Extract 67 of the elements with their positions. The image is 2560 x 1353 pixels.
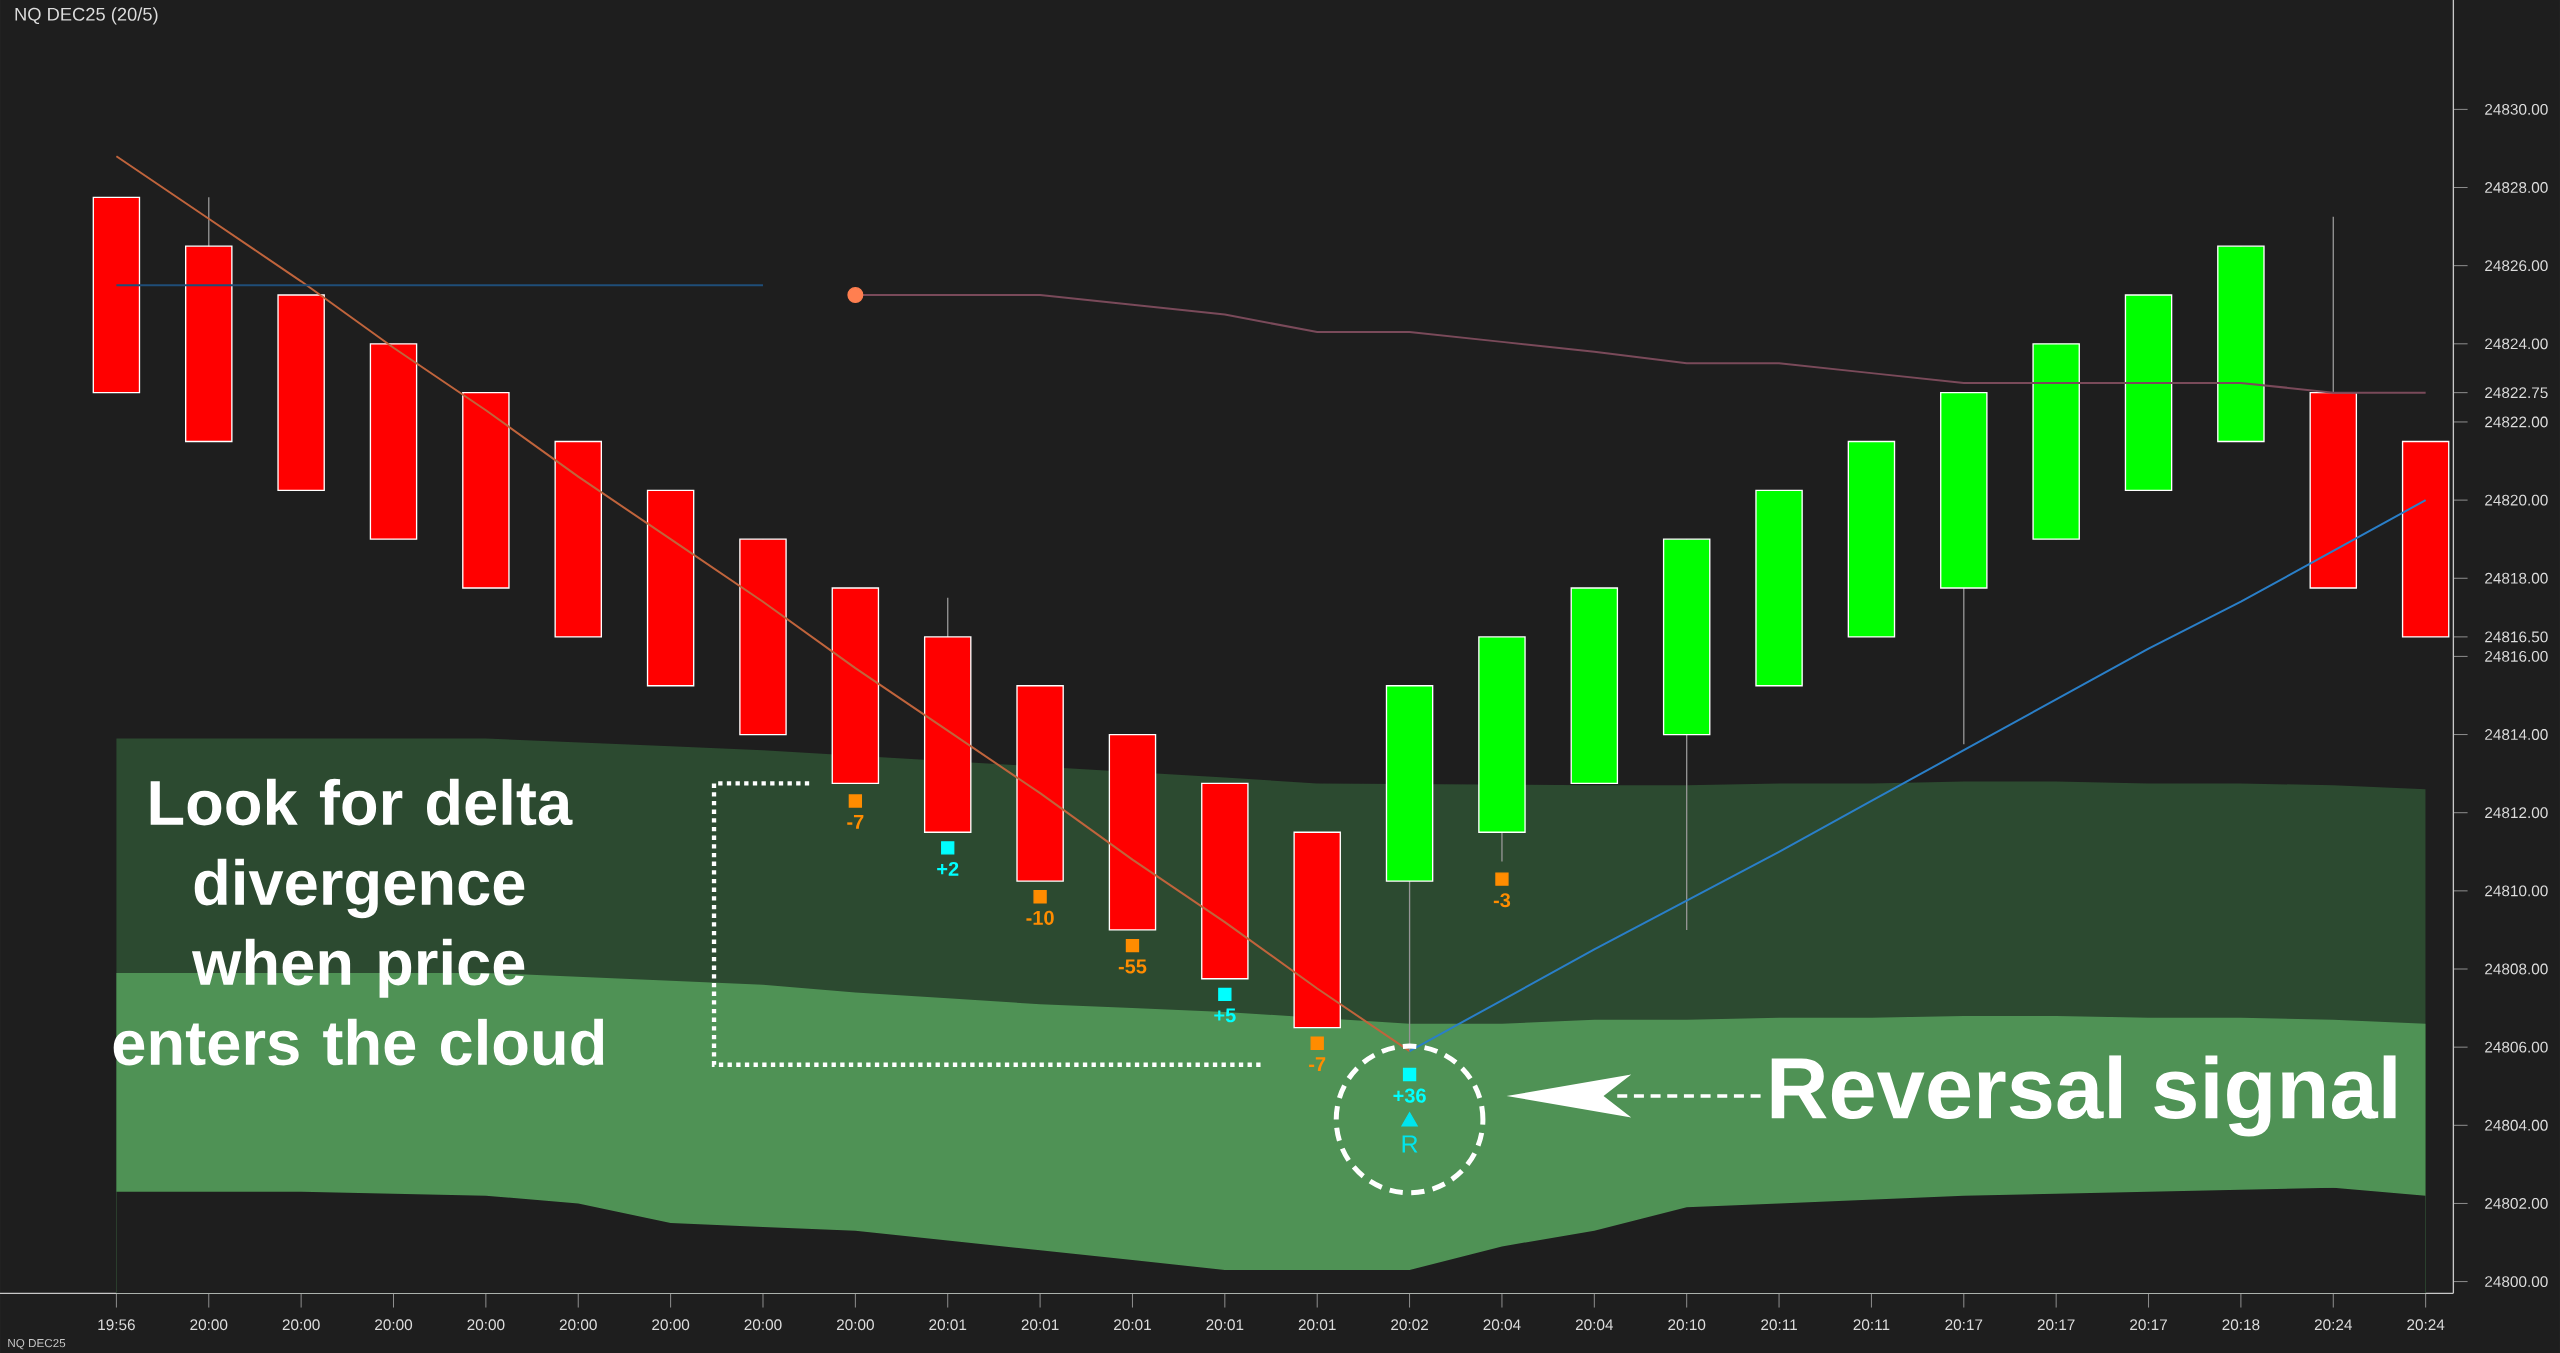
x-tick-label: 20:01 xyxy=(1021,1319,1059,1331)
x-tick-label: 20:24 xyxy=(2314,1319,2352,1331)
y-tick-label: 24806.00 xyxy=(2485,1041,2548,1053)
x-tick-label: 20:01 xyxy=(929,1319,967,1331)
y-tick-label: 24820.00 xyxy=(2485,494,2548,506)
annotation: -7 xyxy=(1309,1057,1326,1071)
y-tick-label: 24826.00 xyxy=(2485,260,2548,271)
x-tick-label: 20:00 xyxy=(559,1319,597,1331)
x-tick-label: 20:00 xyxy=(467,1319,505,1331)
point xyxy=(941,841,955,855)
text: NQ DEC25 xyxy=(8,1338,66,1350)
x-tick-label: 20:10 xyxy=(1668,1319,1706,1331)
y-tick-label: 24822.00 xyxy=(2485,416,2548,428)
point xyxy=(847,286,864,303)
x-tick-label: 20:11 xyxy=(1761,1319,1797,1331)
y-tick-label: 24816.00 xyxy=(2485,650,2548,662)
x-tick-label: 20:01 xyxy=(1114,1319,1151,1331)
point xyxy=(1125,938,1140,953)
y-tick-label: 24830.00 xyxy=(2485,103,2548,115)
point xyxy=(1333,1043,1486,1196)
point xyxy=(1495,872,1509,886)
x-tick-label: 20:11 xyxy=(1853,1319,1890,1331)
y-tick-label: 24816.50 xyxy=(2485,631,2548,643)
x-tick-label: 20:24 xyxy=(2407,1319,2445,1331)
y-tick-label: 24822.75 xyxy=(2485,387,2548,398)
x-tick-label: 20:17 xyxy=(2037,1319,2075,1331)
annotation: R xyxy=(1402,1135,1418,1153)
y-tick-label: 24812.00 xyxy=(2485,807,2548,818)
line-series xyxy=(1408,498,2427,1052)
x-tick-label: 20:01 xyxy=(1206,1319,1244,1331)
y-tick-label: 24802.00 xyxy=(2485,1197,2548,1209)
chart-title: NQ DEC25 (20/5) xyxy=(15,7,158,25)
x-tick-label: 20:00 xyxy=(744,1319,782,1331)
x-tick-label: 19:56 xyxy=(98,1319,135,1331)
x-tick-label: 20:00 xyxy=(836,1319,874,1331)
x-tick-label: 20:04 xyxy=(1483,1319,1521,1331)
x-tick-label: 20:18 xyxy=(2222,1319,2260,1331)
x-tick-label: 20:00 xyxy=(190,1319,228,1331)
point xyxy=(1402,1067,1417,1082)
annotation: Reversal signal xyxy=(1771,1055,2396,1137)
annotation: +36 xyxy=(1393,1088,1426,1103)
y-tick-label: 24810.00 xyxy=(2485,885,2548,897)
x-tick-label: 20:04 xyxy=(1575,1319,1614,1331)
y-tick-label: 24824.00 xyxy=(2485,338,2548,350)
point xyxy=(1310,1036,1324,1050)
y-tick-label: 24808.00 xyxy=(2485,963,2548,975)
x-tick-label: 20:17 xyxy=(1945,1319,1983,1331)
point xyxy=(848,794,863,808)
x-tick-label: 20:02 xyxy=(1391,1319,1428,1331)
point xyxy=(1033,889,1047,904)
y-tick-label: 24814.00 xyxy=(2485,728,2548,740)
point xyxy=(1218,987,1232,1001)
y-tick-label: 24818.00 xyxy=(2485,572,2548,584)
x-tick-label: 20:01 xyxy=(1298,1319,1336,1331)
y-tick-label: 24800.00 xyxy=(2485,1276,2548,1287)
annotation: -7 xyxy=(847,814,864,829)
x-tick-label: 20:00 xyxy=(652,1319,690,1331)
x-tick-label: 20:17 xyxy=(2130,1319,2167,1331)
annotation: -10 xyxy=(1026,910,1054,925)
annotation: -55 xyxy=(1118,959,1147,974)
y-tick-label: 24804.00 xyxy=(2485,1119,2548,1131)
x-tick-label: 20:00 xyxy=(375,1319,413,1331)
annotation: +5 xyxy=(1214,1008,1236,1023)
y-tick-label: 24828.00 xyxy=(2485,181,2548,193)
annotation: -3 xyxy=(1493,892,1511,908)
annotation: +2 xyxy=(937,861,959,876)
x-tick-label: 20:00 xyxy=(282,1319,320,1331)
